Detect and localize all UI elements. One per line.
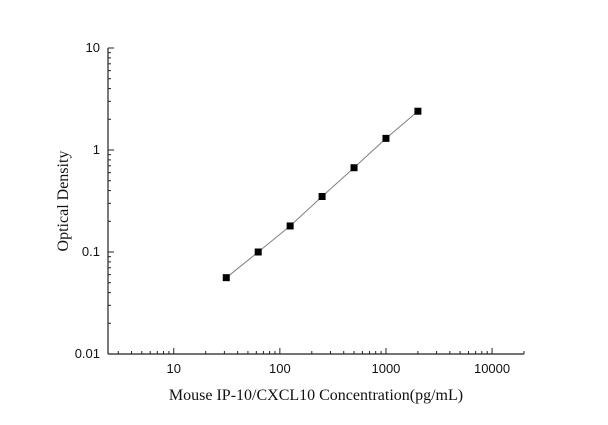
y-tick-label: 0.01: [75, 346, 100, 361]
data-point-marker: [382, 134, 390, 142]
y-axis-title: Optical Density: [55, 151, 72, 252]
data-markers: [222, 107, 422, 282]
y-tick-label: 1: [93, 142, 100, 157]
y-tick-label: 10: [86, 40, 100, 55]
axis-labels: Mouse IP-10/CXCL10 Concentration(pg/mL) …: [55, 151, 463, 404]
x-tick-label: 1000: [371, 361, 400, 376]
axes: 0.01 0.1 1 10 10 100 1000 10000: [75, 40, 525, 376]
data-point-marker: [318, 193, 326, 201]
x-tick-label: 10000: [474, 361, 510, 376]
data-point-marker: [414, 107, 422, 115]
data-point-marker: [254, 248, 262, 256]
x-axis-title: Mouse IP-10/CXCL10 Concentration(pg/mL): [169, 387, 463, 404]
y-tick-label: 0.1: [82, 244, 100, 259]
data-point-marker: [222, 274, 230, 282]
data-point-marker: [286, 222, 294, 230]
x-tick-label: 10: [167, 361, 181, 376]
x-tick-label: 100: [269, 361, 291, 376]
data-point-marker: [350, 164, 358, 172]
